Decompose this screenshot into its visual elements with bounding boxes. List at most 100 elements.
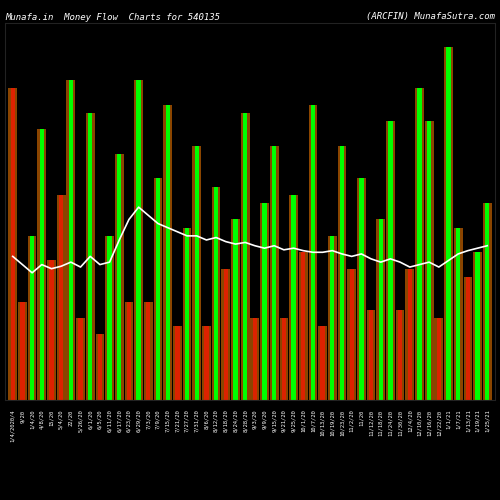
Bar — [289, 195, 298, 400]
Bar — [115, 154, 124, 400]
Bar — [66, 80, 75, 400]
Bar — [436, 318, 441, 400]
Bar — [378, 220, 383, 400]
Bar — [88, 113, 92, 400]
Bar — [154, 178, 162, 400]
Bar — [340, 146, 344, 400]
Bar — [134, 80, 143, 400]
Bar — [348, 268, 356, 400]
Bar — [466, 277, 470, 400]
Bar — [57, 195, 66, 400]
Bar — [483, 203, 492, 400]
Bar — [301, 252, 306, 400]
Bar — [485, 203, 490, 400]
Bar — [144, 302, 152, 400]
Bar — [86, 113, 94, 400]
Bar — [243, 113, 248, 400]
Bar — [96, 334, 104, 400]
Bar — [369, 310, 373, 400]
Bar — [473, 252, 482, 400]
Bar — [224, 268, 228, 400]
Bar — [292, 195, 296, 400]
Bar — [241, 113, 250, 400]
Bar — [10, 88, 15, 400]
Bar — [418, 88, 422, 400]
Bar — [68, 80, 73, 400]
Bar — [260, 203, 269, 400]
Bar — [38, 129, 46, 400]
Bar — [359, 178, 364, 400]
Bar — [175, 326, 180, 400]
Bar — [76, 318, 85, 400]
Bar — [50, 260, 54, 400]
Text: (ARCFIN) MunafaSutra.com: (ARCFIN) MunafaSutra.com — [366, 12, 495, 22]
Bar — [434, 318, 443, 400]
Bar — [444, 47, 453, 400]
Bar — [308, 104, 318, 400]
Bar — [98, 334, 102, 400]
Bar — [357, 178, 366, 400]
Bar — [173, 326, 182, 400]
Bar — [320, 326, 325, 400]
Bar — [202, 326, 211, 400]
Bar — [366, 310, 376, 400]
Bar — [299, 252, 308, 400]
Bar — [454, 228, 462, 400]
Bar — [214, 186, 218, 400]
Bar — [398, 310, 402, 400]
Bar — [456, 228, 460, 400]
Text: Munafa.in  Money Flow  Charts for 540135: Munafa.in Money Flow Charts for 540135 — [5, 12, 220, 22]
Bar — [427, 121, 432, 400]
Bar — [386, 121, 395, 400]
Bar — [425, 121, 434, 400]
Bar — [464, 277, 472, 400]
Bar — [311, 104, 315, 400]
Bar — [476, 252, 480, 400]
Bar — [8, 88, 17, 400]
Bar — [164, 104, 172, 400]
Bar — [408, 268, 412, 400]
Bar — [446, 47, 450, 400]
Bar — [166, 104, 170, 400]
Bar — [194, 146, 199, 400]
Bar — [270, 146, 278, 400]
Bar — [328, 236, 336, 400]
Bar — [406, 268, 414, 400]
Bar — [146, 302, 150, 400]
Bar — [222, 268, 230, 400]
Bar — [250, 318, 259, 400]
Bar — [204, 326, 208, 400]
Bar — [234, 220, 237, 400]
Bar — [376, 220, 385, 400]
Bar — [415, 88, 424, 400]
Bar — [18, 302, 27, 400]
Bar — [280, 318, 288, 400]
Bar — [78, 318, 82, 400]
Bar — [105, 236, 114, 400]
Bar — [28, 236, 36, 400]
Bar — [59, 195, 64, 400]
Bar — [185, 228, 189, 400]
Bar — [124, 302, 134, 400]
Bar — [192, 146, 201, 400]
Bar — [396, 310, 404, 400]
Bar — [318, 326, 327, 400]
Bar — [108, 236, 112, 400]
Bar — [117, 154, 121, 400]
Bar — [212, 186, 220, 400]
Bar — [252, 318, 257, 400]
Bar — [262, 203, 266, 400]
Bar — [282, 318, 286, 400]
Bar — [388, 121, 392, 400]
Bar — [30, 236, 34, 400]
Bar — [330, 236, 334, 400]
Bar — [231, 220, 240, 400]
Bar — [47, 260, 56, 400]
Bar — [136, 80, 141, 400]
Bar — [272, 146, 276, 400]
Bar — [338, 146, 346, 400]
Bar — [20, 302, 24, 400]
Bar — [40, 129, 44, 400]
Bar — [350, 268, 354, 400]
Bar — [156, 178, 160, 400]
